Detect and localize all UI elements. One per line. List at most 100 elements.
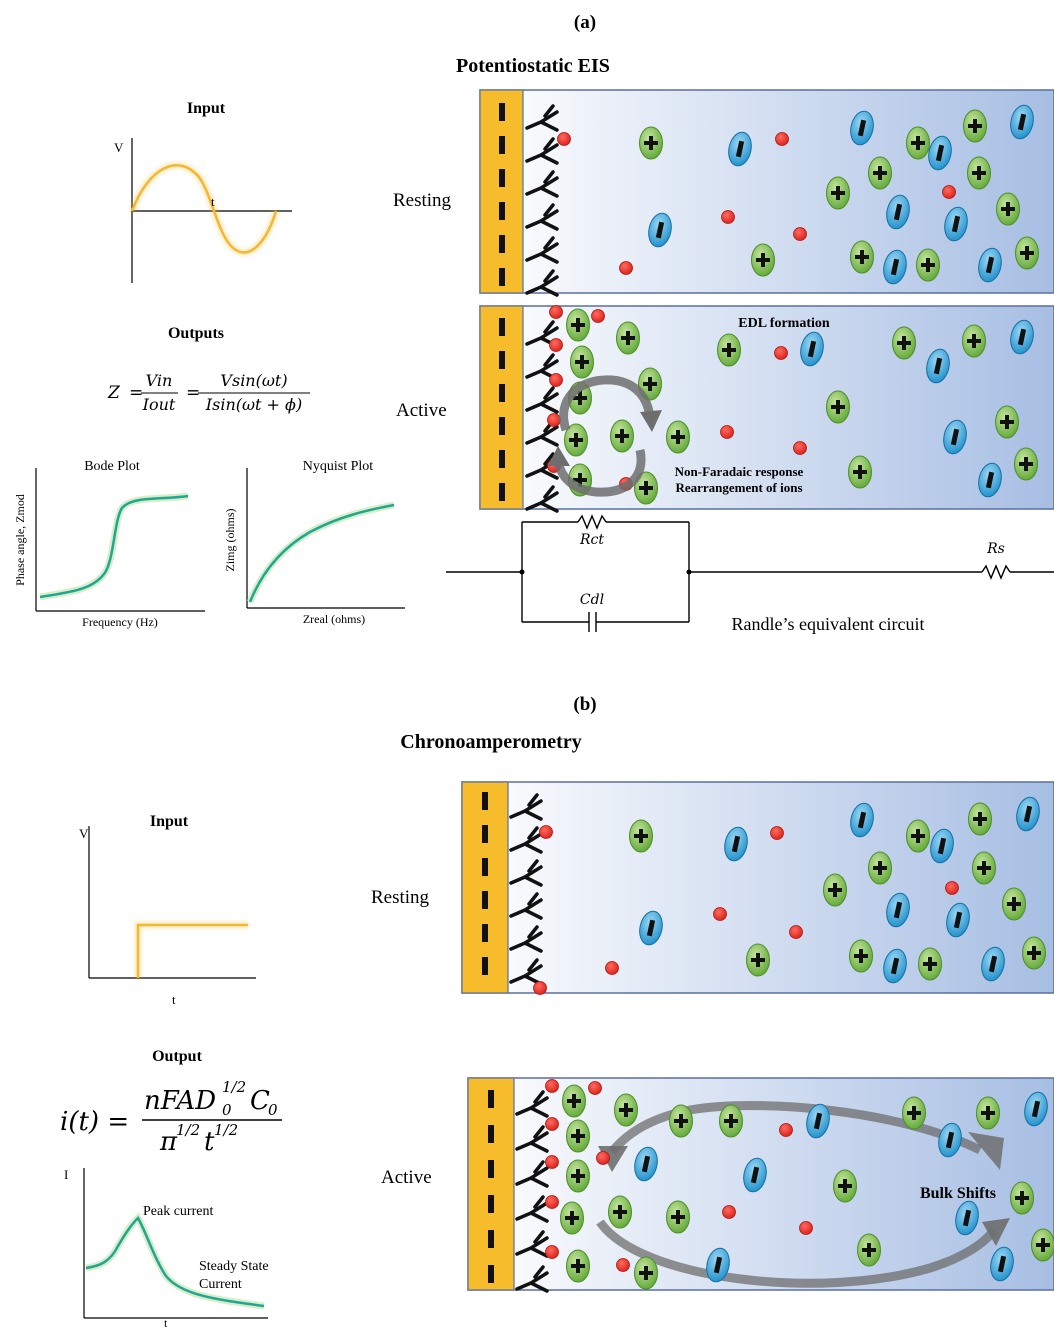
anion bbox=[990, 1246, 1014, 1282]
red-ion bbox=[549, 305, 563, 319]
red-ion bbox=[945, 881, 959, 895]
cation bbox=[850, 240, 874, 274]
eis-resting-electrode bbox=[479, 89, 524, 294]
red-ion bbox=[770, 826, 784, 840]
eq-den-sup1: 1/2 bbox=[176, 1121, 200, 1139]
cation bbox=[868, 851, 892, 885]
red-ion bbox=[799, 1221, 813, 1235]
eq-i-of-t: i(t) = bbox=[60, 1107, 129, 1137]
anion bbox=[926, 348, 950, 384]
cation bbox=[826, 176, 850, 210]
nonfaradaic-line2: Rearrangement of ions bbox=[675, 480, 802, 495]
circuit-rs-label: Rs bbox=[986, 541, 1005, 557]
cation bbox=[562, 1084, 586, 1118]
anion bbox=[938, 1122, 962, 1158]
circuit-caption: Randle’s equivalent circuit bbox=[732, 614, 925, 634]
red-ion bbox=[713, 907, 727, 921]
panel-b-title: Chronoamperometry bbox=[400, 731, 581, 753]
red-ion bbox=[539, 825, 553, 839]
antibody bbox=[515, 1265, 549, 1293]
eis-active-electrode-charges bbox=[499, 318, 505, 501]
cation bbox=[906, 819, 930, 853]
antibody bbox=[509, 826, 543, 854]
electrode-negative-charge bbox=[499, 136, 505, 154]
anion bbox=[850, 110, 874, 146]
cation bbox=[1010, 1181, 1034, 1215]
anion bbox=[928, 135, 952, 171]
cation bbox=[1002, 887, 1026, 921]
cation bbox=[976, 1096, 1000, 1130]
ca-current-t-label: t bbox=[164, 1316, 168, 1327]
antibody bbox=[509, 859, 543, 887]
ca-current-plot bbox=[83, 1168, 268, 1319]
anion bbox=[883, 249, 907, 285]
antibody bbox=[525, 236, 559, 264]
peak-current-label: Peak current bbox=[143, 1204, 213, 1219]
panel-a-label: (a) bbox=[574, 12, 596, 33]
circuit-cdl-label: Cdl bbox=[580, 592, 604, 608]
nyquist-ylabel: Zimg (ohms) bbox=[223, 509, 237, 572]
red-ion bbox=[547, 413, 561, 427]
eq-frac1-num: Vin bbox=[146, 371, 173, 390]
anion bbox=[886, 892, 910, 928]
bode-title: Bode Plot bbox=[84, 459, 140, 474]
cation bbox=[746, 943, 770, 977]
red-ion bbox=[779, 1123, 793, 1137]
cation bbox=[610, 419, 634, 453]
red-ion bbox=[545, 1117, 559, 1131]
red-ion bbox=[533, 981, 547, 995]
anion bbox=[883, 948, 907, 984]
red-ion bbox=[557, 132, 571, 146]
antibody bbox=[525, 104, 559, 132]
anion bbox=[978, 247, 1002, 283]
eis-active-electrode bbox=[479, 305, 524, 510]
cation bbox=[868, 156, 892, 190]
electrode-negative-charge bbox=[482, 825, 488, 843]
bode-ylabel: Phase angle, Zmod bbox=[13, 494, 27, 586]
red-ion bbox=[721, 210, 735, 224]
eq-equals-1: = bbox=[129, 383, 143, 403]
anion bbox=[728, 131, 752, 167]
cottrell-equation: i(t) = nFAD 1/2 0 C 0 π 1/2 t 1/2 bbox=[60, 1078, 282, 1157]
electrode-negative-charge bbox=[482, 891, 488, 909]
ca-input-plot bbox=[88, 826, 256, 979]
circuit-rct-label: Rct bbox=[579, 532, 604, 548]
cation bbox=[719, 1104, 743, 1138]
cation bbox=[918, 947, 942, 981]
antibody bbox=[515, 1125, 549, 1153]
antibody bbox=[525, 170, 559, 198]
eis-resting-antibodies bbox=[525, 104, 559, 297]
cation bbox=[614, 1093, 638, 1127]
cation bbox=[566, 1159, 590, 1193]
antibody bbox=[509, 925, 543, 953]
cation bbox=[826, 390, 850, 424]
cation bbox=[1014, 447, 1038, 481]
red-ion bbox=[942, 185, 956, 199]
ca-resting-electrode-charges bbox=[482, 792, 488, 975]
cation bbox=[669, 1104, 693, 1138]
edl-formation-label: EDL formation bbox=[738, 316, 830, 331]
cation bbox=[968, 802, 992, 836]
ca-active-antibodies bbox=[515, 1090, 549, 1293]
cation bbox=[906, 126, 930, 160]
eq-den-sup2: 1/2 bbox=[214, 1121, 238, 1139]
electrode-negative-charge bbox=[499, 268, 505, 286]
anion bbox=[943, 419, 967, 455]
eis-active-antibodies bbox=[525, 320, 559, 513]
cation bbox=[833, 1169, 857, 1203]
electrode-negative-charge bbox=[482, 792, 488, 810]
circuit-node-left bbox=[519, 569, 525, 575]
antibody bbox=[515, 1090, 549, 1118]
red-ion bbox=[545, 1079, 559, 1093]
anion bbox=[946, 902, 970, 938]
cation bbox=[848, 455, 872, 489]
eis-input-title: Input bbox=[187, 100, 226, 117]
cation bbox=[666, 420, 690, 454]
electrode-negative-charge bbox=[482, 924, 488, 942]
electrode-negative-charge bbox=[499, 169, 505, 187]
eq-frac2-num: Vsin(ωt) bbox=[220, 371, 287, 390]
eis-resting-label: Resting bbox=[393, 190, 452, 211]
antibody bbox=[525, 203, 559, 231]
red-ion bbox=[722, 1205, 736, 1219]
